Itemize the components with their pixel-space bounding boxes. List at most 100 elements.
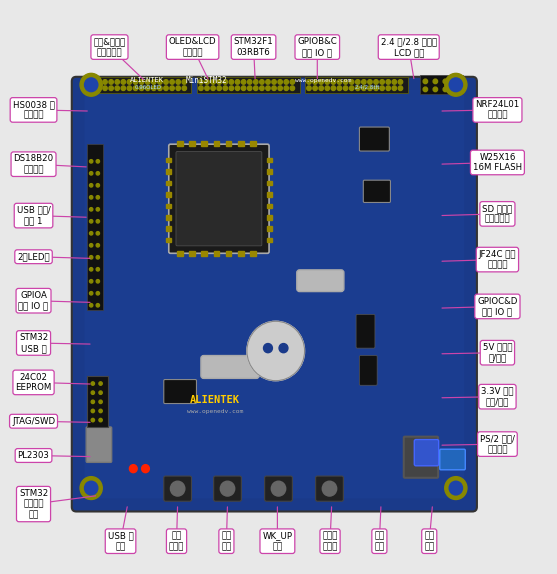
Circle shape bbox=[96, 184, 100, 187]
Circle shape bbox=[90, 280, 93, 283]
Circle shape bbox=[115, 80, 119, 84]
Text: 复位
按键: 复位 按键 bbox=[221, 532, 232, 551]
Circle shape bbox=[96, 280, 100, 283]
Text: ☽: ☽ bbox=[269, 340, 282, 356]
Circle shape bbox=[361, 86, 366, 91]
Circle shape bbox=[129, 464, 137, 472]
Circle shape bbox=[170, 86, 174, 91]
Bar bbox=[267, 158, 272, 162]
Circle shape bbox=[90, 267, 93, 271]
Circle shape bbox=[205, 80, 209, 84]
Circle shape bbox=[374, 80, 378, 84]
Circle shape bbox=[290, 80, 295, 84]
Circle shape bbox=[443, 87, 447, 92]
Circle shape bbox=[313, 86, 317, 91]
Circle shape bbox=[90, 304, 93, 307]
Circle shape bbox=[319, 86, 324, 91]
Circle shape bbox=[85, 78, 98, 92]
Circle shape bbox=[158, 80, 162, 84]
Circle shape bbox=[96, 172, 100, 175]
Circle shape bbox=[361, 80, 366, 84]
Bar bbox=[202, 141, 207, 146]
Circle shape bbox=[80, 476, 102, 499]
FancyBboxPatch shape bbox=[356, 315, 375, 348]
Circle shape bbox=[139, 80, 144, 84]
Circle shape bbox=[445, 476, 467, 499]
Text: W25X16
16M FLASH: W25X16 16M FLASH bbox=[473, 153, 522, 172]
Circle shape bbox=[182, 80, 187, 84]
Circle shape bbox=[423, 79, 428, 84]
Circle shape bbox=[205, 86, 209, 91]
Circle shape bbox=[96, 196, 100, 199]
Circle shape bbox=[223, 86, 227, 91]
Text: STM32
USB 口: STM32 USB 口 bbox=[19, 333, 48, 353]
Bar bbox=[267, 215, 272, 220]
Circle shape bbox=[90, 220, 93, 223]
Bar bbox=[267, 169, 272, 174]
Text: www.openedv.com: www.openedv.com bbox=[295, 77, 351, 83]
Circle shape bbox=[278, 86, 282, 91]
FancyBboxPatch shape bbox=[359, 127, 389, 151]
FancyBboxPatch shape bbox=[87, 144, 103, 310]
Circle shape bbox=[90, 172, 93, 175]
Text: 电源
指示灯: 电源 指示灯 bbox=[169, 532, 184, 551]
Circle shape bbox=[90, 243, 93, 247]
Text: www.openedv.com: www.openedv.com bbox=[187, 409, 243, 414]
Text: GPIOB&C
引出 IO 口: GPIOB&C 引出 IO 口 bbox=[297, 37, 337, 57]
Circle shape bbox=[96, 255, 100, 259]
Circle shape bbox=[85, 481, 98, 495]
FancyBboxPatch shape bbox=[164, 476, 192, 501]
Bar bbox=[166, 204, 171, 208]
Circle shape bbox=[235, 86, 240, 91]
Circle shape bbox=[241, 86, 246, 91]
Circle shape bbox=[266, 86, 270, 91]
Circle shape bbox=[91, 400, 95, 404]
Text: MiniSTM32: MiniSTM32 bbox=[185, 76, 227, 85]
Circle shape bbox=[319, 80, 324, 84]
FancyBboxPatch shape bbox=[87, 375, 109, 427]
Text: GPIOC&D
引出 IO 口: GPIOC&D 引出 IO 口 bbox=[477, 297, 517, 316]
Circle shape bbox=[343, 80, 348, 84]
Circle shape bbox=[90, 231, 93, 235]
Circle shape bbox=[247, 321, 305, 381]
Circle shape bbox=[443, 79, 447, 84]
Circle shape bbox=[423, 87, 428, 92]
Circle shape bbox=[386, 80, 390, 84]
FancyBboxPatch shape bbox=[197, 77, 300, 93]
Bar bbox=[177, 251, 183, 256]
Text: GPIOA
引出 IO 口: GPIOA 引出 IO 口 bbox=[18, 291, 48, 311]
Circle shape bbox=[103, 86, 108, 91]
Circle shape bbox=[279, 344, 288, 352]
FancyBboxPatch shape bbox=[164, 379, 197, 404]
Circle shape bbox=[152, 80, 156, 84]
FancyBboxPatch shape bbox=[201, 355, 259, 378]
Circle shape bbox=[266, 80, 270, 84]
Circle shape bbox=[103, 80, 108, 84]
Circle shape bbox=[278, 80, 282, 84]
FancyBboxPatch shape bbox=[265, 476, 292, 501]
Circle shape bbox=[176, 80, 180, 84]
Circle shape bbox=[133, 86, 138, 91]
FancyBboxPatch shape bbox=[86, 427, 112, 463]
FancyBboxPatch shape bbox=[316, 476, 343, 501]
Circle shape bbox=[380, 86, 384, 91]
Bar bbox=[267, 181, 272, 185]
Bar bbox=[166, 227, 171, 231]
Circle shape bbox=[99, 409, 102, 413]
Bar bbox=[177, 141, 183, 146]
Circle shape bbox=[355, 86, 360, 91]
Circle shape bbox=[97, 80, 101, 84]
Circle shape bbox=[96, 220, 100, 223]
FancyBboxPatch shape bbox=[85, 90, 464, 498]
Bar bbox=[238, 251, 243, 256]
Circle shape bbox=[217, 86, 222, 91]
Bar bbox=[166, 158, 171, 162]
Circle shape bbox=[250, 324, 302, 378]
Text: HS0038 红
外接收头: HS0038 红 外接收头 bbox=[13, 100, 55, 120]
Text: OLED&LCD
共用接口: OLED&LCD 共用接口 bbox=[169, 37, 217, 57]
Text: 5V 电源输
出/输入: 5V 电源输 出/输入 bbox=[483, 343, 512, 363]
Bar bbox=[202, 251, 207, 256]
Circle shape bbox=[99, 391, 102, 394]
Text: WK_UP
按键: WK_UP 按键 bbox=[262, 532, 292, 551]
Circle shape bbox=[349, 86, 354, 91]
